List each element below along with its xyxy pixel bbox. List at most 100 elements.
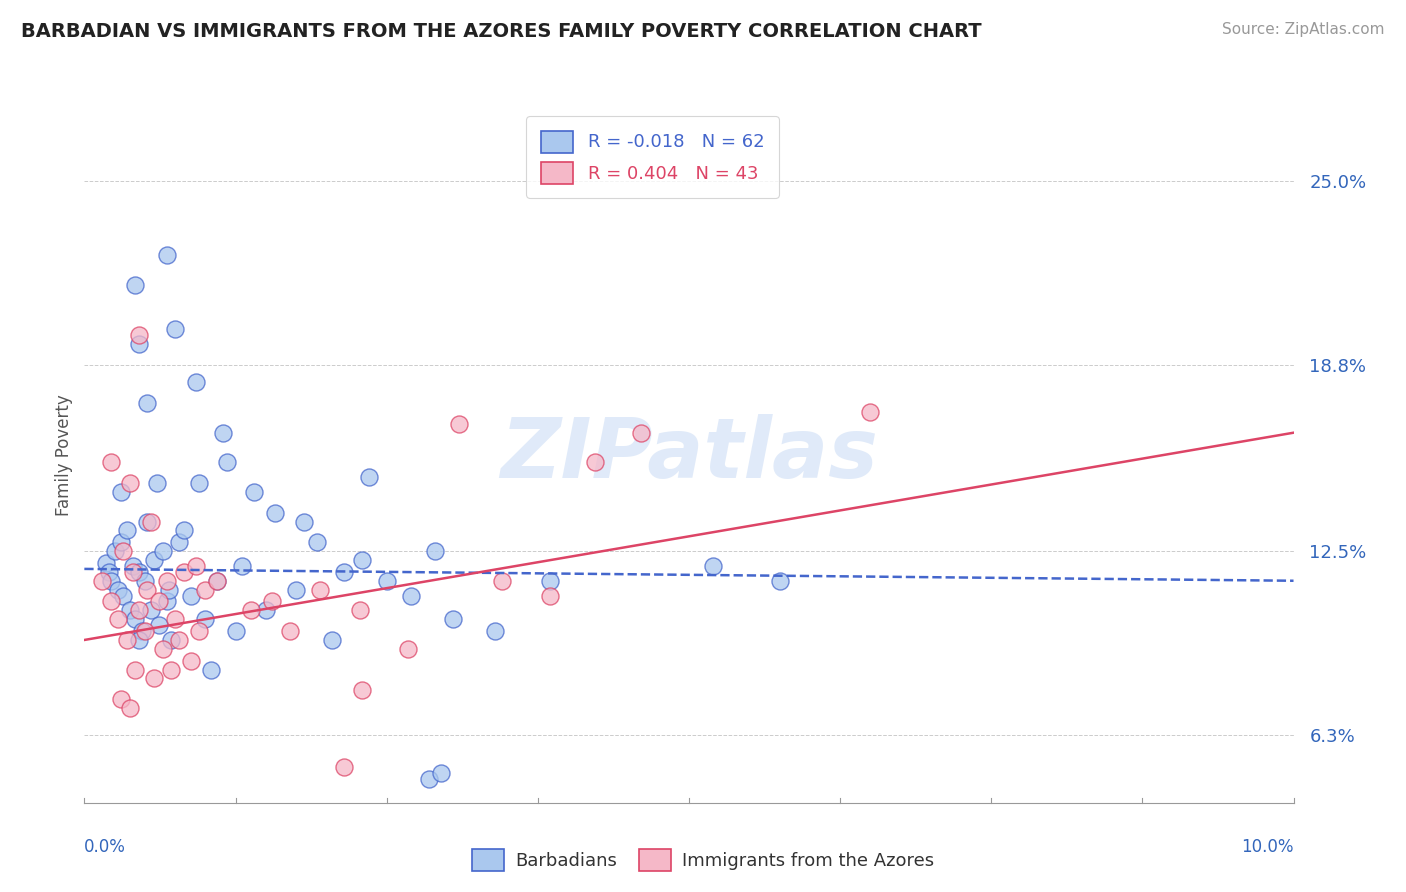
Point [200, 663, 222, 677]
Point [143, 553, 166, 567]
Point [294, 515, 316, 529]
Point [357, 470, 380, 484]
Point [418, 772, 440, 786]
Point [309, 582, 332, 597]
Point [278, 624, 301, 638]
Point [143, 672, 166, 686]
Text: 10.0%: 10.0% [1241, 838, 1294, 856]
Point [352, 553, 374, 567]
Point [194, 582, 217, 597]
Point [184, 376, 207, 390]
Point [107, 612, 129, 626]
Point [173, 565, 195, 579]
Point [702, 558, 724, 573]
Point [100, 574, 122, 588]
Point [128, 603, 150, 617]
Point [148, 594, 170, 608]
Point [110, 535, 132, 549]
Point [120, 701, 142, 715]
Point [128, 565, 150, 579]
Point [136, 582, 159, 597]
Point [155, 594, 177, 608]
Point [349, 603, 371, 617]
Point [112, 589, 135, 603]
Point [121, 558, 143, 573]
Point [160, 632, 183, 647]
Point [491, 574, 513, 588]
Point [538, 589, 561, 603]
Point [124, 277, 146, 292]
Point [139, 603, 162, 617]
Point [100, 455, 122, 469]
Point [225, 624, 247, 638]
Point [167, 535, 190, 549]
Point [94, 556, 117, 570]
Point [146, 476, 169, 491]
Point [91, 574, 114, 588]
Point [396, 641, 419, 656]
Point [100, 594, 122, 608]
Point [212, 425, 235, 440]
Point [188, 624, 211, 638]
Point [157, 582, 180, 597]
Point [136, 515, 159, 529]
Point [136, 396, 159, 410]
Point [538, 574, 561, 588]
Point [184, 558, 207, 573]
Point [305, 535, 328, 549]
Text: 0.0%: 0.0% [84, 838, 127, 856]
Point [167, 632, 190, 647]
Point [215, 455, 238, 469]
Point [430, 766, 453, 780]
Point [110, 692, 132, 706]
Point [769, 574, 792, 588]
Point [160, 663, 183, 677]
Point [124, 612, 146, 626]
Point [484, 624, 506, 638]
Point [207, 574, 229, 588]
Point [155, 574, 177, 588]
Point [207, 574, 229, 588]
Point [152, 544, 174, 558]
Point [423, 544, 446, 558]
Point [333, 760, 356, 774]
Point [120, 603, 142, 617]
Point [152, 641, 174, 656]
Point [155, 248, 177, 262]
Point [180, 654, 202, 668]
Point [859, 405, 882, 419]
Point [173, 524, 195, 538]
Point [399, 589, 422, 603]
Point [321, 632, 343, 647]
Point [134, 624, 156, 638]
Point [352, 683, 374, 698]
Point [165, 612, 187, 626]
Point [128, 328, 150, 343]
Point [254, 603, 277, 617]
Point [630, 425, 652, 440]
Point [333, 565, 356, 579]
Point [124, 663, 146, 677]
Text: Source: ZipAtlas.com: Source: ZipAtlas.com [1222, 22, 1385, 37]
Point [242, 484, 264, 499]
Point [112, 544, 135, 558]
Point [165, 322, 187, 336]
Point [134, 574, 156, 588]
Point [148, 618, 170, 632]
Legend: R = -0.018   N = 62, R = 0.404   N = 43: R = -0.018 N = 62, R = 0.404 N = 43 [526, 116, 779, 198]
Point [260, 594, 283, 608]
Point [264, 506, 287, 520]
Point [284, 582, 308, 597]
Point [110, 484, 132, 499]
Point [97, 565, 120, 579]
Text: BARBADIAN VS IMMIGRANTS FROM THE AZORES FAMILY POVERTY CORRELATION CHART: BARBADIAN VS IMMIGRANTS FROM THE AZORES … [21, 22, 981, 41]
Point [128, 337, 150, 351]
Point [121, 565, 143, 579]
Point [115, 524, 138, 538]
Point [107, 582, 129, 597]
Point [240, 603, 263, 617]
Legend: Barbadians, Immigrants from the Azores: Barbadians, Immigrants from the Azores [464, 842, 942, 879]
Point [188, 476, 211, 491]
Point [231, 558, 253, 573]
Point [120, 476, 142, 491]
